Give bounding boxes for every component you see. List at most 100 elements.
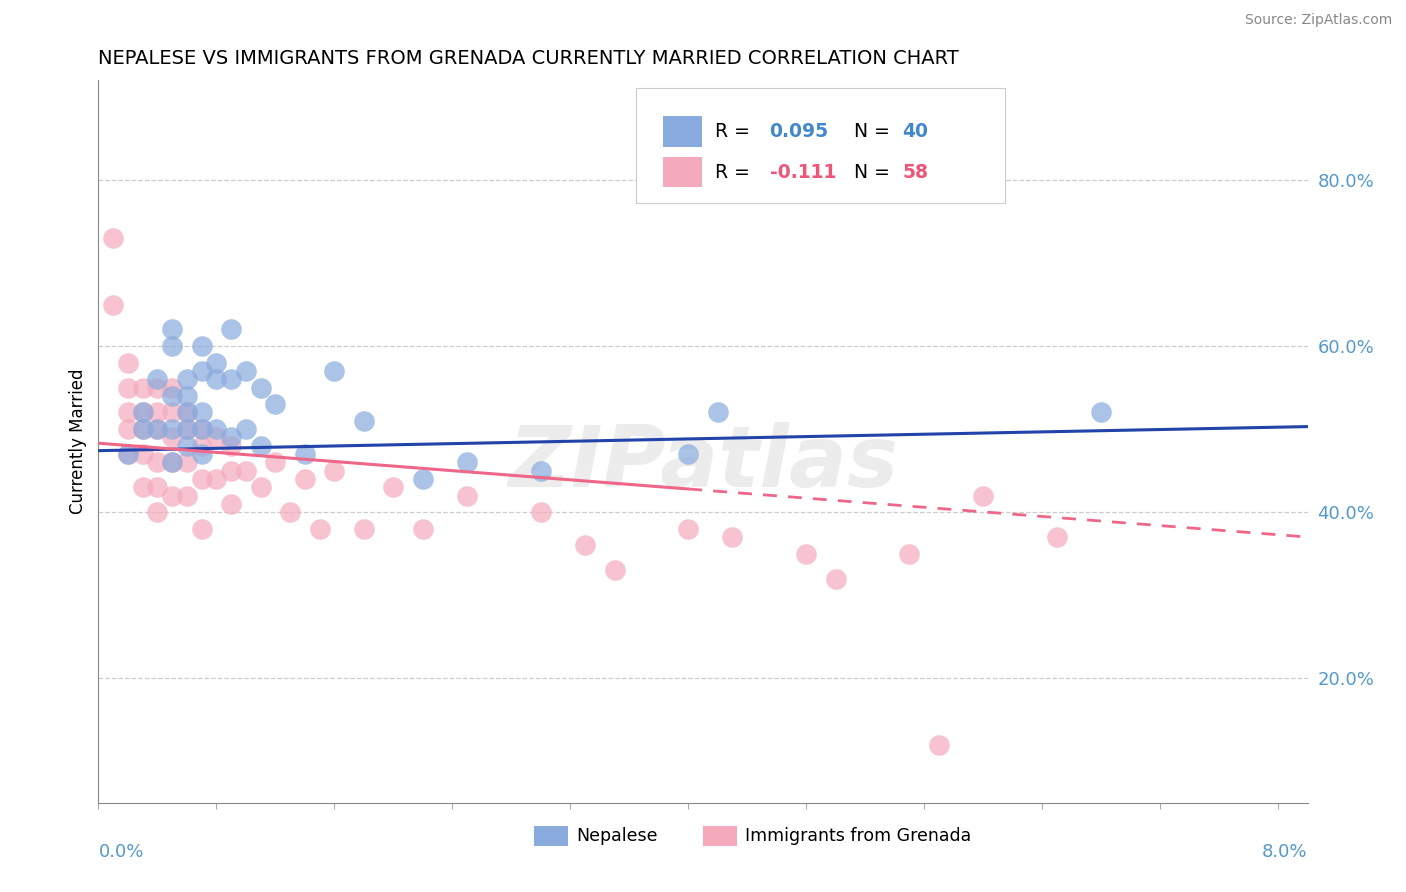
Point xyxy=(146,505,169,519)
Point xyxy=(176,405,198,419)
Point xyxy=(117,405,139,419)
Text: N =: N = xyxy=(842,162,896,182)
Point xyxy=(294,447,316,461)
Point xyxy=(160,339,183,353)
Point xyxy=(146,422,169,436)
Point xyxy=(824,572,846,586)
Point xyxy=(117,447,139,461)
Point xyxy=(249,439,271,453)
Text: 0.0%: 0.0% xyxy=(98,843,143,861)
Point xyxy=(278,505,301,519)
Point xyxy=(678,447,700,461)
Point xyxy=(131,405,153,419)
Point xyxy=(1090,405,1112,419)
Point xyxy=(190,422,212,436)
Point xyxy=(219,430,242,444)
Point xyxy=(146,405,169,419)
Point xyxy=(530,505,553,519)
Point xyxy=(190,339,212,353)
Point xyxy=(117,422,139,436)
Point xyxy=(219,439,242,453)
Point xyxy=(160,422,183,436)
Point xyxy=(205,430,228,444)
Point xyxy=(117,447,139,461)
Point xyxy=(205,372,228,386)
Text: 40: 40 xyxy=(903,122,928,141)
Point xyxy=(294,472,316,486)
Point xyxy=(1046,530,1069,544)
Point xyxy=(235,364,257,378)
Point xyxy=(176,489,198,503)
Point xyxy=(190,472,212,486)
Point xyxy=(160,405,183,419)
Text: 0.095: 0.095 xyxy=(769,122,828,141)
FancyBboxPatch shape xyxy=(664,117,702,147)
Point xyxy=(190,405,212,419)
Point xyxy=(190,522,212,536)
Point xyxy=(205,472,228,486)
Point xyxy=(160,380,183,394)
Text: R =: R = xyxy=(716,162,756,182)
Point xyxy=(219,464,242,478)
Point xyxy=(205,356,228,370)
Point xyxy=(323,464,346,478)
Point xyxy=(101,231,124,245)
Point xyxy=(353,414,375,428)
Point xyxy=(131,380,153,394)
Point xyxy=(176,372,198,386)
Point xyxy=(190,364,212,378)
Point xyxy=(308,522,330,536)
Point xyxy=(146,455,169,469)
Point xyxy=(160,430,183,444)
Point xyxy=(219,322,242,336)
Point xyxy=(176,389,198,403)
Point xyxy=(131,447,153,461)
Point xyxy=(249,380,271,394)
Point xyxy=(235,464,257,478)
Point xyxy=(721,530,744,544)
Y-axis label: Currently Married: Currently Married xyxy=(69,368,87,515)
Point xyxy=(160,489,183,503)
Text: R =: R = xyxy=(716,122,756,141)
Point xyxy=(190,439,212,453)
Point xyxy=(412,522,434,536)
Point xyxy=(264,455,287,469)
Point xyxy=(176,422,198,436)
Point xyxy=(323,364,346,378)
Point xyxy=(190,422,212,436)
Point xyxy=(928,738,950,752)
Point xyxy=(131,405,153,419)
Point xyxy=(205,422,228,436)
Point xyxy=(117,380,139,394)
FancyBboxPatch shape xyxy=(664,157,702,187)
Point xyxy=(898,547,921,561)
Point xyxy=(249,480,271,494)
Point xyxy=(456,489,478,503)
Point xyxy=(678,522,700,536)
Point xyxy=(706,405,728,419)
Text: 58: 58 xyxy=(903,162,928,182)
Point xyxy=(146,422,169,436)
Point xyxy=(530,464,553,478)
FancyBboxPatch shape xyxy=(637,87,1005,203)
FancyBboxPatch shape xyxy=(534,826,568,847)
Point xyxy=(382,480,405,494)
Text: -0.111: -0.111 xyxy=(769,162,837,182)
Text: 8.0%: 8.0% xyxy=(1263,843,1308,861)
Point xyxy=(235,422,257,436)
FancyBboxPatch shape xyxy=(703,826,737,847)
Point xyxy=(131,422,153,436)
Point xyxy=(160,389,183,403)
Point xyxy=(603,563,626,577)
Point xyxy=(219,372,242,386)
Point xyxy=(574,538,596,552)
Point xyxy=(176,422,198,436)
Point xyxy=(412,472,434,486)
Text: Source: ZipAtlas.com: Source: ZipAtlas.com xyxy=(1244,13,1392,28)
Point xyxy=(131,480,153,494)
Point xyxy=(146,372,169,386)
Text: NEPALESE VS IMMIGRANTS FROM GRENADA CURRENTLY MARRIED CORRELATION CHART: NEPALESE VS IMMIGRANTS FROM GRENADA CURR… xyxy=(98,48,959,68)
Point xyxy=(176,439,198,453)
Text: Nepalese: Nepalese xyxy=(576,827,658,845)
Text: N =: N = xyxy=(842,122,896,141)
